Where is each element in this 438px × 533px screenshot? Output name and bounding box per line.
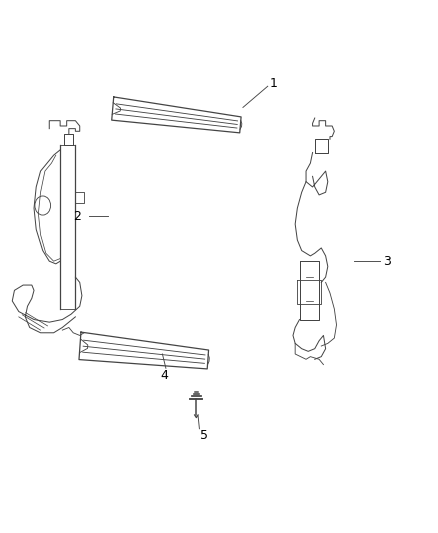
Text: 2: 2: [74, 209, 81, 223]
Text: 3: 3: [384, 255, 392, 268]
Text: 1: 1: [269, 77, 277, 90]
Text: 5: 5: [200, 429, 208, 442]
Text: 4: 4: [161, 369, 169, 382]
